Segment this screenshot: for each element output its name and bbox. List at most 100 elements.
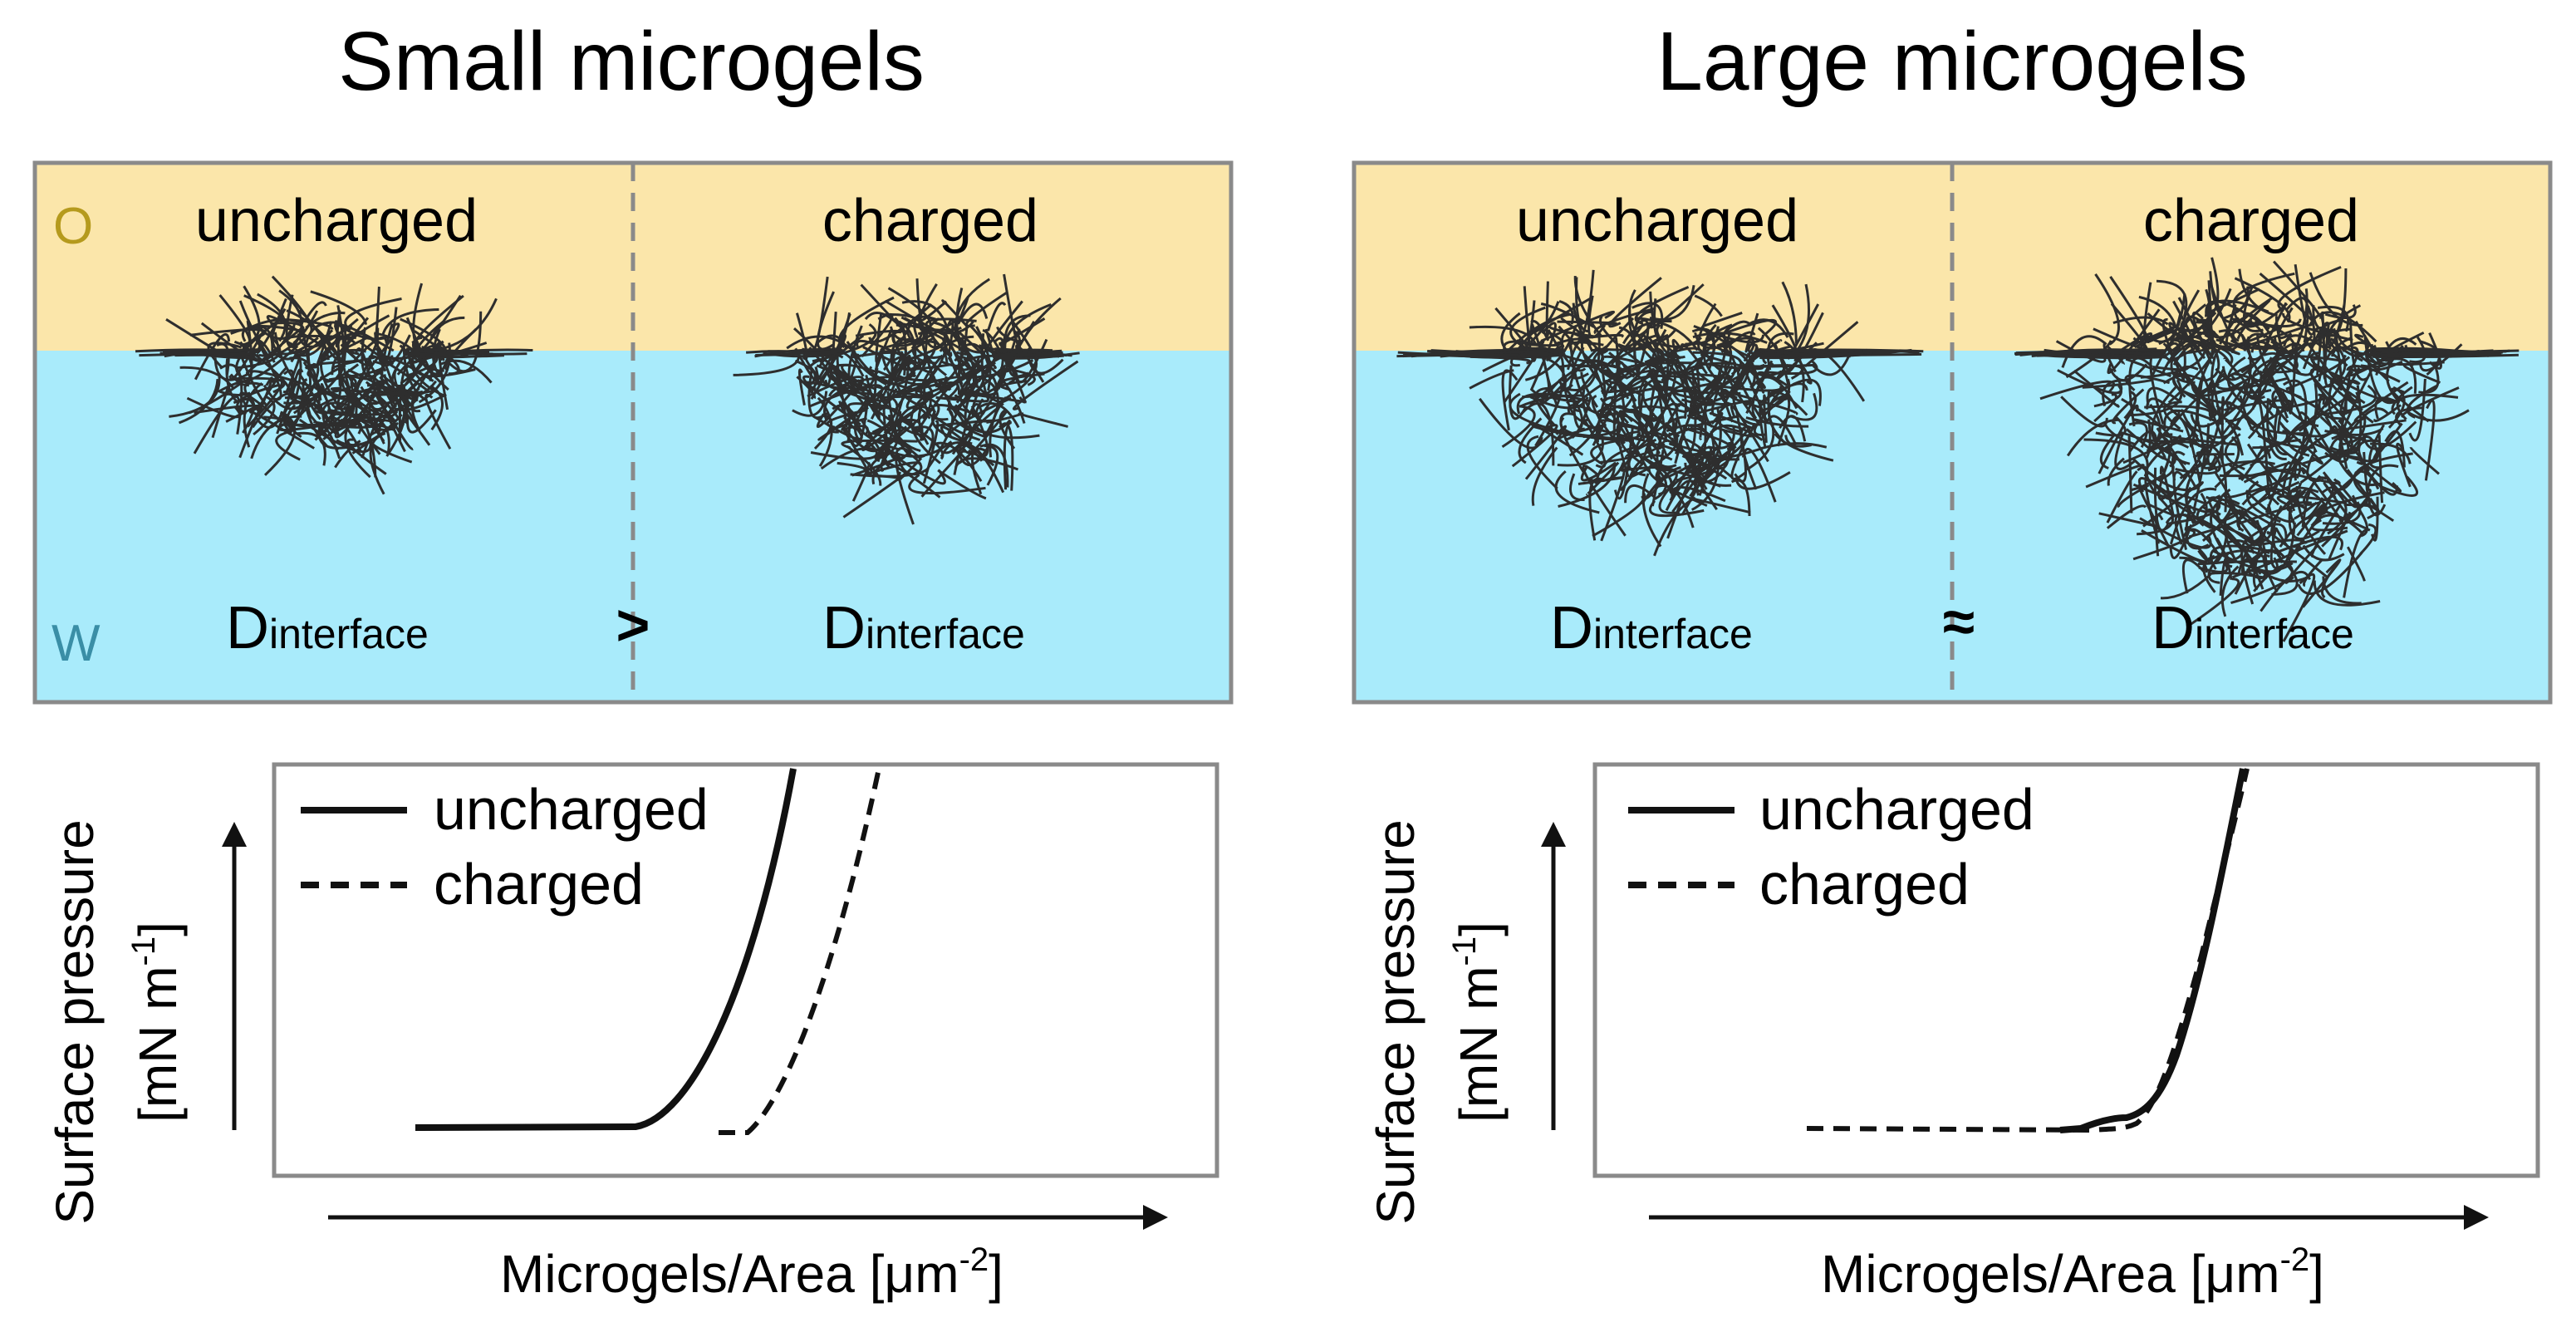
corona-strand [2374,351,2411,358]
polymer-strand [1651,450,1665,507]
polymer-strand [883,409,915,435]
polymer-strand [1558,299,1574,325]
polymer-strand [1501,405,1536,449]
polymer-strand [1745,416,1809,428]
polymer-strand [882,404,910,461]
polymer-strand [999,422,1014,491]
polymer-strand [1592,492,1646,538]
polymer-strand [2227,539,2255,554]
polymer-strand [1671,384,1713,402]
polymer-strand [1734,408,1748,483]
polymer-strand [876,412,927,456]
polymer-strand [1735,471,1791,490]
polymer-strand [1764,415,1798,445]
polymer-strand [189,382,241,415]
left-x-label-main: Microgels/Area [μm [500,1244,959,1304]
corona-strand [1397,351,1565,357]
polymer-strand [2179,556,2208,573]
polymer-strand [2353,452,2413,497]
polymer-strand [2424,399,2436,481]
polymer-strand [1557,435,1604,467]
polymer-strand [2284,297,2309,343]
polymer-strand [2365,503,2395,522]
polymer-strand [2409,446,2440,475]
left-y-unit-end: ] [128,922,188,936]
polymer-strand [1012,360,1079,410]
polymer-strand [275,431,301,461]
polymer-strand [1675,403,1695,460]
left-y-label-line1: Surface pressure [45,819,105,1224]
polymer-strand [2349,320,2369,381]
polymer-strand [2384,430,2406,468]
polymer-strand [814,415,863,440]
polymer-strand [2368,424,2385,469]
polymer-strand [2309,311,2377,343]
polymer-strand [1682,411,1724,477]
polymer-strand [2313,327,2352,346]
right-x-label-end: ] [2309,1244,2324,1304]
polymer-strand [1568,341,1604,351]
polymer-strand [326,305,346,361]
polymer-strand [1587,462,1625,483]
polymer-strand [2354,320,2380,366]
polymer-strand [2319,491,2385,520]
right-x-axis-label: Microgels/Area [μm-2] [1821,1241,2324,1304]
polymer-strand [2407,409,2470,422]
polymer-strand [1571,396,1592,439]
d-main: D [226,595,269,661]
polymer-strand [372,409,390,445]
polymer-strand [2144,472,2160,544]
polymer-strand [1509,313,1570,350]
polymer-strand [1572,302,1586,340]
polymer-strand [332,356,375,370]
polymer-strand [2250,415,2278,467]
polymer-strand [2301,476,2328,528]
polymer-strand [1584,420,1607,469]
d-main: D [2152,595,2195,661]
polymer-strand [2223,357,2274,417]
polymer-strand [390,351,409,388]
polymer-strand [2339,366,2361,415]
polymer-strand [827,334,865,382]
polymer-strand [2328,354,2347,431]
polymer-strand [2210,368,2225,417]
right-x-label-sup: -2 [2280,1241,2310,1278]
polymer-strand [1540,302,1595,328]
polymer-strand [1582,465,1627,537]
polymer-strand [894,365,935,411]
polymer-strand [2207,553,2223,584]
polymer-strand [1587,295,1606,339]
polymer-strand [2323,471,2358,491]
left-x-label-end: ] [989,1244,1003,1304]
polymer-strand [1779,415,1807,442]
polymer-strand [2301,497,2324,520]
polymer-strand [2188,509,2246,538]
water-label: W [52,615,101,672]
polymer-strand [981,368,1007,415]
polymer-strand [389,393,447,411]
polymer-strand [243,381,263,448]
polymer-strand [340,406,369,428]
polymer-strand [2210,498,2232,563]
polymer-strand [2266,426,2309,469]
polymer-strand [1671,338,1702,422]
polymer-strand [2106,470,2138,523]
polymer-strand [2196,288,2211,324]
polymer-strand [2272,260,2322,320]
polymer-strand [1566,348,1604,405]
polymer-strand [421,294,462,350]
polymer-strand [1600,468,1626,542]
d-sub: interface [269,611,429,657]
polymer-strand [1599,315,1641,364]
polymer-strand [2395,406,2424,426]
polymer-strand [935,419,996,427]
polymer-strand [2039,380,2116,401]
polymer-strand [2066,418,2119,457]
corona-strand [2019,348,2154,356]
corona-strand [204,348,260,352]
polymer-strand [2169,523,2193,559]
polymer-strand [1594,445,1639,484]
polymer-strand [285,294,308,348]
polymer-strand [1478,397,1543,450]
corona-strand [999,348,1028,356]
